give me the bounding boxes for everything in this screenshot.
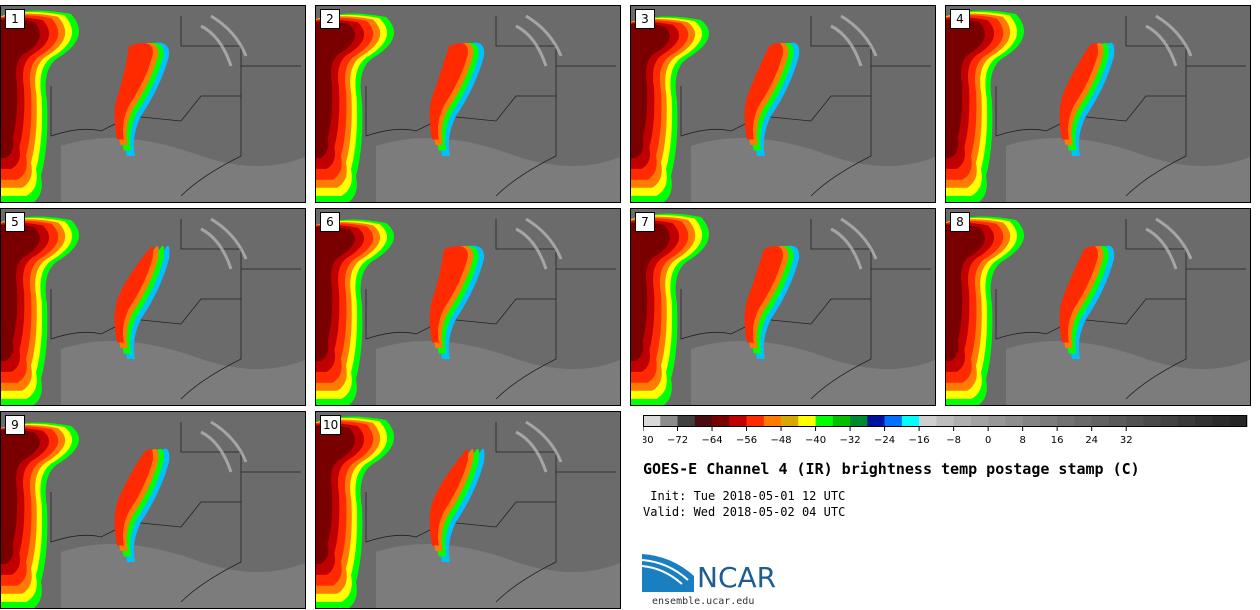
plot-title: GOES-E Channel 4 (IR) brightness temp po…	[643, 460, 1140, 478]
postage-stamp-panel: 10	[315, 411, 621, 609]
postage-stamp-panel: 5	[0, 208, 306, 406]
colorbar-swatch	[1074, 415, 1092, 427]
panel-number-label: 5	[5, 212, 25, 232]
colorbar-tick-label: 8	[1019, 435, 1025, 446]
colorbar-swatch	[1143, 415, 1162, 427]
postage-stamp-panel: 8	[945, 208, 1251, 406]
colorbar-swatch	[643, 415, 661, 427]
colorbar-swatch	[832, 415, 851, 427]
ir-map-image	[631, 6, 935, 202]
colorbar-swatch	[712, 415, 730, 427]
colorbar-tick-label: −64	[701, 435, 722, 446]
panel-number-label: 8	[950, 212, 970, 232]
colorbar-swatch	[746, 415, 765, 427]
postage-stamp-panel: 9	[0, 411, 306, 609]
colorbar-swatch	[988, 415, 1006, 427]
colorbar-frame	[643, 415, 1247, 427]
ir-map-image	[946, 209, 1250, 405]
ir-map-image	[316, 412, 620, 608]
colorbar-tick-label: 16	[1051, 435, 1064, 446]
colorbar-swatch	[694, 415, 713, 427]
init-time: Init: Tue 2018-05-01 12 UTC	[643, 489, 846, 503]
ir-map-image	[631, 209, 935, 405]
colorbar-swatch	[1039, 415, 1058, 427]
colorbar-tick-label: −24	[874, 435, 895, 446]
ir-map-image	[946, 6, 1250, 202]
colorbar-tick-label: −40	[805, 435, 826, 446]
panel-number-label: 9	[5, 415, 25, 435]
colorbar-swatch	[901, 415, 920, 427]
ir-map-image	[1, 209, 305, 405]
colorbar-swatch	[1126, 415, 1144, 427]
postage-stamp-panel: 1	[0, 5, 306, 203]
panel-number-label: 10	[320, 415, 342, 435]
postage-stamp-panel: 6	[315, 208, 621, 406]
colorbar-swatch	[677, 415, 696, 427]
colorbar-tick-label: 24	[1085, 435, 1098, 446]
colorbar-swatch	[850, 415, 868, 427]
colorbar-swatch	[781, 415, 799, 427]
colorbar-swatch	[729, 415, 747, 427]
colorbar-swatch	[884, 415, 903, 427]
colorbar-tick-label: 0	[985, 435, 991, 446]
colorbar-swatch	[1212, 415, 1231, 427]
colorbar-swatch	[1108, 415, 1127, 427]
ncar-logo-text: NCAR	[697, 561, 777, 594]
colorbar-swatch	[1229, 415, 1248, 427]
colorbar-tick-label: −32	[840, 435, 861, 446]
ir-map-image	[316, 6, 620, 202]
colorbar-swatch	[798, 415, 816, 427]
ir-map-image	[1, 412, 305, 608]
colorbar-swatch	[1177, 415, 1196, 427]
colorbar-swatch	[953, 415, 972, 427]
postage-stamp-panel: 2	[315, 5, 621, 203]
colorbar-tick-label: −48	[771, 435, 792, 446]
postage-stamp-panel: 4	[945, 5, 1251, 203]
colorbar-swatch	[660, 415, 678, 427]
colorbar-swatch	[1160, 415, 1179, 427]
colorbar-tick-label: −80	[643, 435, 654, 446]
postage-stamp-panel: 7	[630, 208, 936, 406]
valid-time: Valid: Wed 2018-05-02 04 UTC	[643, 505, 846, 519]
panel-number-label: 4	[950, 9, 970, 29]
ncar-logo-icon	[642, 554, 694, 592]
panel-number-label: 3	[635, 9, 655, 29]
colorbar-swatch	[1057, 415, 1075, 427]
colorbar-swatch	[867, 415, 885, 427]
panel-number-label: 6	[320, 212, 340, 232]
ensemble-url: ensemble.ucar.edu	[652, 596, 755, 607]
ir-map-image	[316, 209, 620, 405]
colorbar-swatch	[1005, 415, 1023, 427]
colorbar-tick-label: −16	[909, 435, 930, 446]
panel-number-label: 1	[5, 9, 25, 29]
colorbar-swatch	[936, 415, 954, 427]
postage-stamp-panel: 3	[630, 5, 936, 203]
ir-map-image	[1, 6, 305, 202]
panel-number-label: 2	[320, 9, 340, 29]
colorbar-swatch	[1022, 415, 1041, 427]
colorbar-tick-label: −56	[736, 435, 757, 446]
colorbar-swatch	[815, 415, 834, 427]
colorbar-swatch	[919, 415, 937, 427]
colorbar-swatch	[970, 415, 989, 427]
colorbar-tick-label: 32	[1120, 435, 1133, 446]
panel-number-label: 7	[635, 212, 655, 232]
colorbar-tick-label: −72	[667, 435, 688, 446]
colorbar-swatch	[763, 415, 782, 427]
colorbar-swatch	[1195, 415, 1213, 427]
colorbar-swatch	[1091, 415, 1110, 427]
colorbar-tick-label: −8	[946, 435, 961, 446]
